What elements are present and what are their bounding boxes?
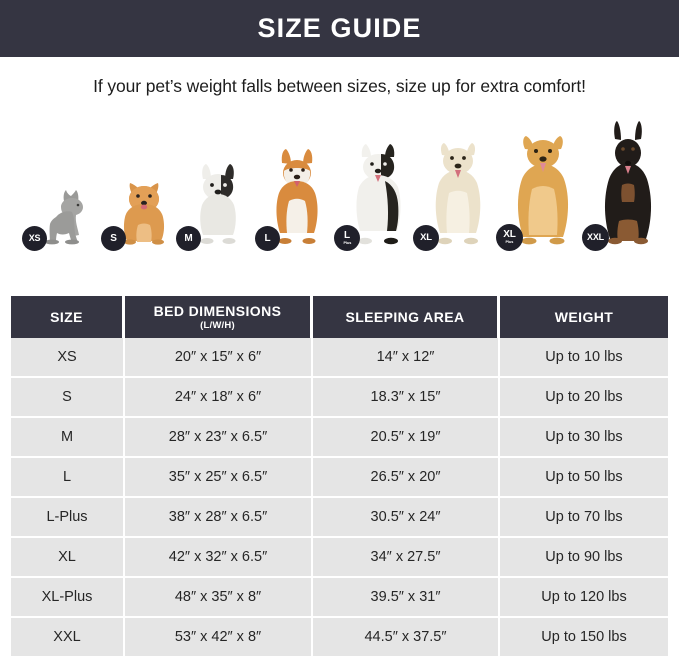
golden-retriever-silhouette-icon [517,136,569,245]
page-title: SIZE GUIDE [257,13,422,43]
cell-weight: Up to 150 lbs [500,618,668,656]
size-badge-xl-plus: XL Plus [496,224,523,251]
column-header-bed-label: BED DIMENSIONS [153,303,282,319]
column-header-sleeping-area: SLEEPING AREA [313,296,500,338]
table-row: XXL 53″ x 42″ x 8″ 44.5″ x 37.5″ Up to 1… [11,618,668,658]
cell-sleeping: 34″ x 27.5″ [313,538,500,576]
cell-weight: Up to 20 lbs [500,378,668,416]
size-badge-l: L [255,226,280,251]
cell-sleeping: 18.3″ x 15″ [313,378,500,416]
subtitle-text: If your pet’s weight falls between sizes… [93,75,586,96]
size-badge-l-plus: L Plus [334,225,360,251]
table-row: S 24″ x 18″ x 6″ 18.3″ x 15″ Up to 20 lb… [11,378,668,418]
column-header-weight: WEIGHT [500,296,668,338]
header-bar: SIZE GUIDE [0,0,679,57]
column-header-bed-dimensions: BED DIMENSIONS (L/W/H) [125,296,313,338]
cell-sleeping: 20.5″ x 19″ [313,418,500,456]
pomeranian-silhouette-icon [123,183,165,245]
animal-xxl: XXL [582,121,664,251]
animal-size-illustration-strip: XS S [0,115,679,267]
cell-weight: Up to 50 lbs [500,458,668,496]
size-guide-table: SIZE BED DIMENSIONS (L/W/H) SLEEPING ARE… [11,296,668,658]
animal-s: S [101,173,175,251]
shiba-inu-silhouette-icon [276,149,318,244]
cell-bed: 53″ x 42″ x 8″ [125,618,313,656]
table-row: XL-Plus 48″ x 35″ x 8″ 39.5″ x 31″ Up to… [11,578,668,618]
cell-size: L [11,458,125,496]
size-badge-s: S [101,226,126,251]
cell-size: XL [11,538,125,576]
cell-weight: Up to 30 lbs [500,418,668,456]
size-badge-xs: XS [22,226,47,251]
table-row: M 28″ x 23″ x 6.5″ 20.5″ x 19″ Up to 30 … [11,418,668,458]
cell-bed: 35″ x 25″ x 6.5″ [125,458,313,496]
animal-l-plus: L Plus [334,141,411,251]
border-collie-silhouette-icon [356,144,401,245]
size-badge-xl: XL [413,225,439,251]
table-row: XL 42″ x 32″ x 6.5″ 34″ x 27.5″ Up to 90… [11,538,668,578]
cell-size: S [11,378,125,416]
cell-weight: Up to 90 lbs [500,538,668,576]
table-row: L-Plus 38″ x 28″ x 6.5″ 30.5″ x 24″ Up t… [11,498,668,538]
column-header-bed-sublabel: (L/W/H) [200,320,235,331]
column-header-weight-label: WEIGHT [554,309,614,325]
cell-bed: 42″ x 32″ x 6.5″ [125,538,313,576]
animal-xs: XS [22,185,90,251]
cell-bed: 48″ x 35″ x 8″ [125,578,313,616]
column-header-size: SIZE [11,296,125,338]
cell-weight: Up to 10 lbs [500,338,668,376]
cell-bed: 24″ x 18″ x 6″ [125,378,313,416]
table-header-row: SIZE BED DIMENSIONS (L/W/H) SLEEPING ARE… [11,296,668,338]
animal-l: L [255,147,328,251]
cell-sleeping: 14″ x 12″ [313,338,500,376]
column-header-size-label: SIZE [50,309,83,325]
size-badge-xxl: XXL [582,224,609,251]
column-header-sleeping-label: SLEEPING AREA [345,309,465,325]
animal-xl-plus: XL Plus [496,127,580,251]
cell-weight: Up to 120 lbs [500,578,668,616]
labrador-silhouette-icon [435,143,481,245]
animal-xl: XL [413,135,492,251]
cell-size: L-Plus [11,498,125,536]
cell-sleeping: 44.5″ x 37.5″ [313,618,500,656]
subtitle-section: If your pet’s weight falls between sizes… [0,57,679,115]
cell-size: XS [11,338,125,376]
table-row: XS 20″ x 15″ x 6″ 14″ x 12″ Up to 10 lbs [11,338,668,378]
animal-m: M [176,161,248,251]
cat-silhouette-icon [45,190,83,245]
cell-sleeping: 39.5″ x 31″ [313,578,500,616]
cell-bed: 38″ x 28″ x 6.5″ [125,498,313,536]
cell-size: XL-Plus [11,578,125,616]
cell-weight: Up to 70 lbs [500,498,668,536]
cell-size: XXL [11,618,125,656]
french-bulldog-silhouette-icon [200,164,236,244]
size-badge-m: M [176,226,201,251]
cell-bed: 20″ x 15″ x 6″ [125,338,313,376]
cell-size: M [11,418,125,456]
doberman-silhouette-icon [604,121,652,245]
table-row: L 35″ x 25″ x 6.5″ 26.5″ x 20″ Up to 50 … [11,458,668,498]
cell-sleeping: 30.5″ x 24″ [313,498,500,536]
cell-sleeping: 26.5″ x 20″ [313,458,500,496]
cell-bed: 28″ x 23″ x 6.5″ [125,418,313,456]
